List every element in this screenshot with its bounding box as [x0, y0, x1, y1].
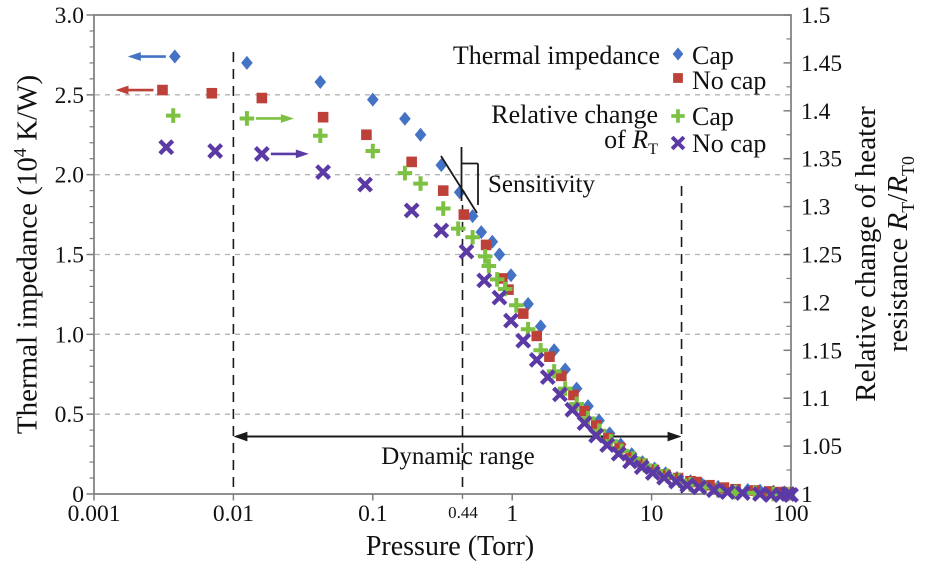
x-axis-title: Pressure (Torr) [365, 531, 535, 562]
legend-marker-relative-cap-plus-icon [668, 106, 688, 126]
svg-text:2.5: 2.5 [55, 83, 84, 109]
legend-marker-thermal-cap-diamond-icon [668, 44, 688, 64]
svg-text:10: 10 [640, 501, 664, 527]
legend-label-thermal-cap: Cap [692, 41, 734, 70]
svg-text:0: 0 [72, 482, 84, 508]
y-left-title-units: K/W) [11, 74, 44, 149]
y-left-title-text: Thermal impedance (10 [11, 157, 44, 435]
y-right-title-line2: resistance RT/RT0 [882, 155, 918, 353]
legend-marker-thermal-nocap-square-icon [668, 68, 688, 88]
y-left-axis-title: Thermal impedance (104 K/W) [9, 0, 45, 545]
svg-text:3.0: 3.0 [55, 3, 84, 29]
legend-group-thermal-title: Thermal impedance [452, 41, 660, 70]
svg-text:0.5: 0.5 [55, 402, 84, 428]
svg-text:1.2: 1.2 [801, 290, 830, 316]
sensitivity-label: Sensitivity [488, 171, 595, 198]
svg-text:0.1: 0.1 [358, 501, 387, 527]
dynamic-range-label: Dynamic range [381, 443, 535, 470]
svg-text:1.35: 1.35 [801, 147, 842, 173]
axis-ticks: 0.001 0.01 0.1 1 10 100 3.0 2.5 2.0 1.5 1.0 0.5 0 1.5… [55, 3, 843, 527]
svg-text:1.5: 1.5 [801, 3, 830, 29]
svg-text:1: 1 [506, 501, 518, 527]
svg-text:1.05: 1.05 [801, 434, 842, 460]
dashed-vlines [232, 52, 683, 494]
series-relative-change-of-r-t-no-cap [158, 139, 799, 503]
svg-text:2.0: 2.0 [55, 163, 84, 189]
svg-text:0.01: 0.01 [213, 501, 254, 527]
svg-text:1.15: 1.15 [801, 338, 842, 364]
svg-text:0.001: 0.001 [68, 501, 121, 527]
legend-label-relative-nocap: No cap [692, 129, 767, 158]
x-tick-label-044: 0.44 [448, 503, 478, 522]
legend-group-relative-title: Relative change of RT [491, 100, 658, 159]
sensitivity-triangle [440, 147, 479, 214]
y-right-axis-title: Relative change of heater resistance RT/… [850, 24, 918, 484]
svg-text:1.25: 1.25 [801, 243, 842, 269]
svg-text:1.1: 1.1 [801, 386, 830, 412]
legend-marker-relative-nocap-x-icon [668, 133, 688, 153]
svg-text:1: 1 [801, 482, 813, 508]
y-right-title-line1: Relative change of heater [850, 106, 882, 402]
svg-text:1.0: 1.0 [55, 322, 84, 348]
svg-text:1.4: 1.4 [801, 99, 831, 125]
legend-label-thermal-nocap: No cap [692, 66, 767, 95]
svg-text:1.45: 1.45 [801, 51, 842, 77]
y-left-title-exponent: 4 [9, 148, 30, 158]
svg-text:1.5: 1.5 [55, 243, 84, 269]
legend-label-relative-cap: Cap [692, 102, 734, 131]
svg-text:1.3: 1.3 [801, 195, 830, 221]
svg-text:100: 100 [773, 501, 808, 527]
